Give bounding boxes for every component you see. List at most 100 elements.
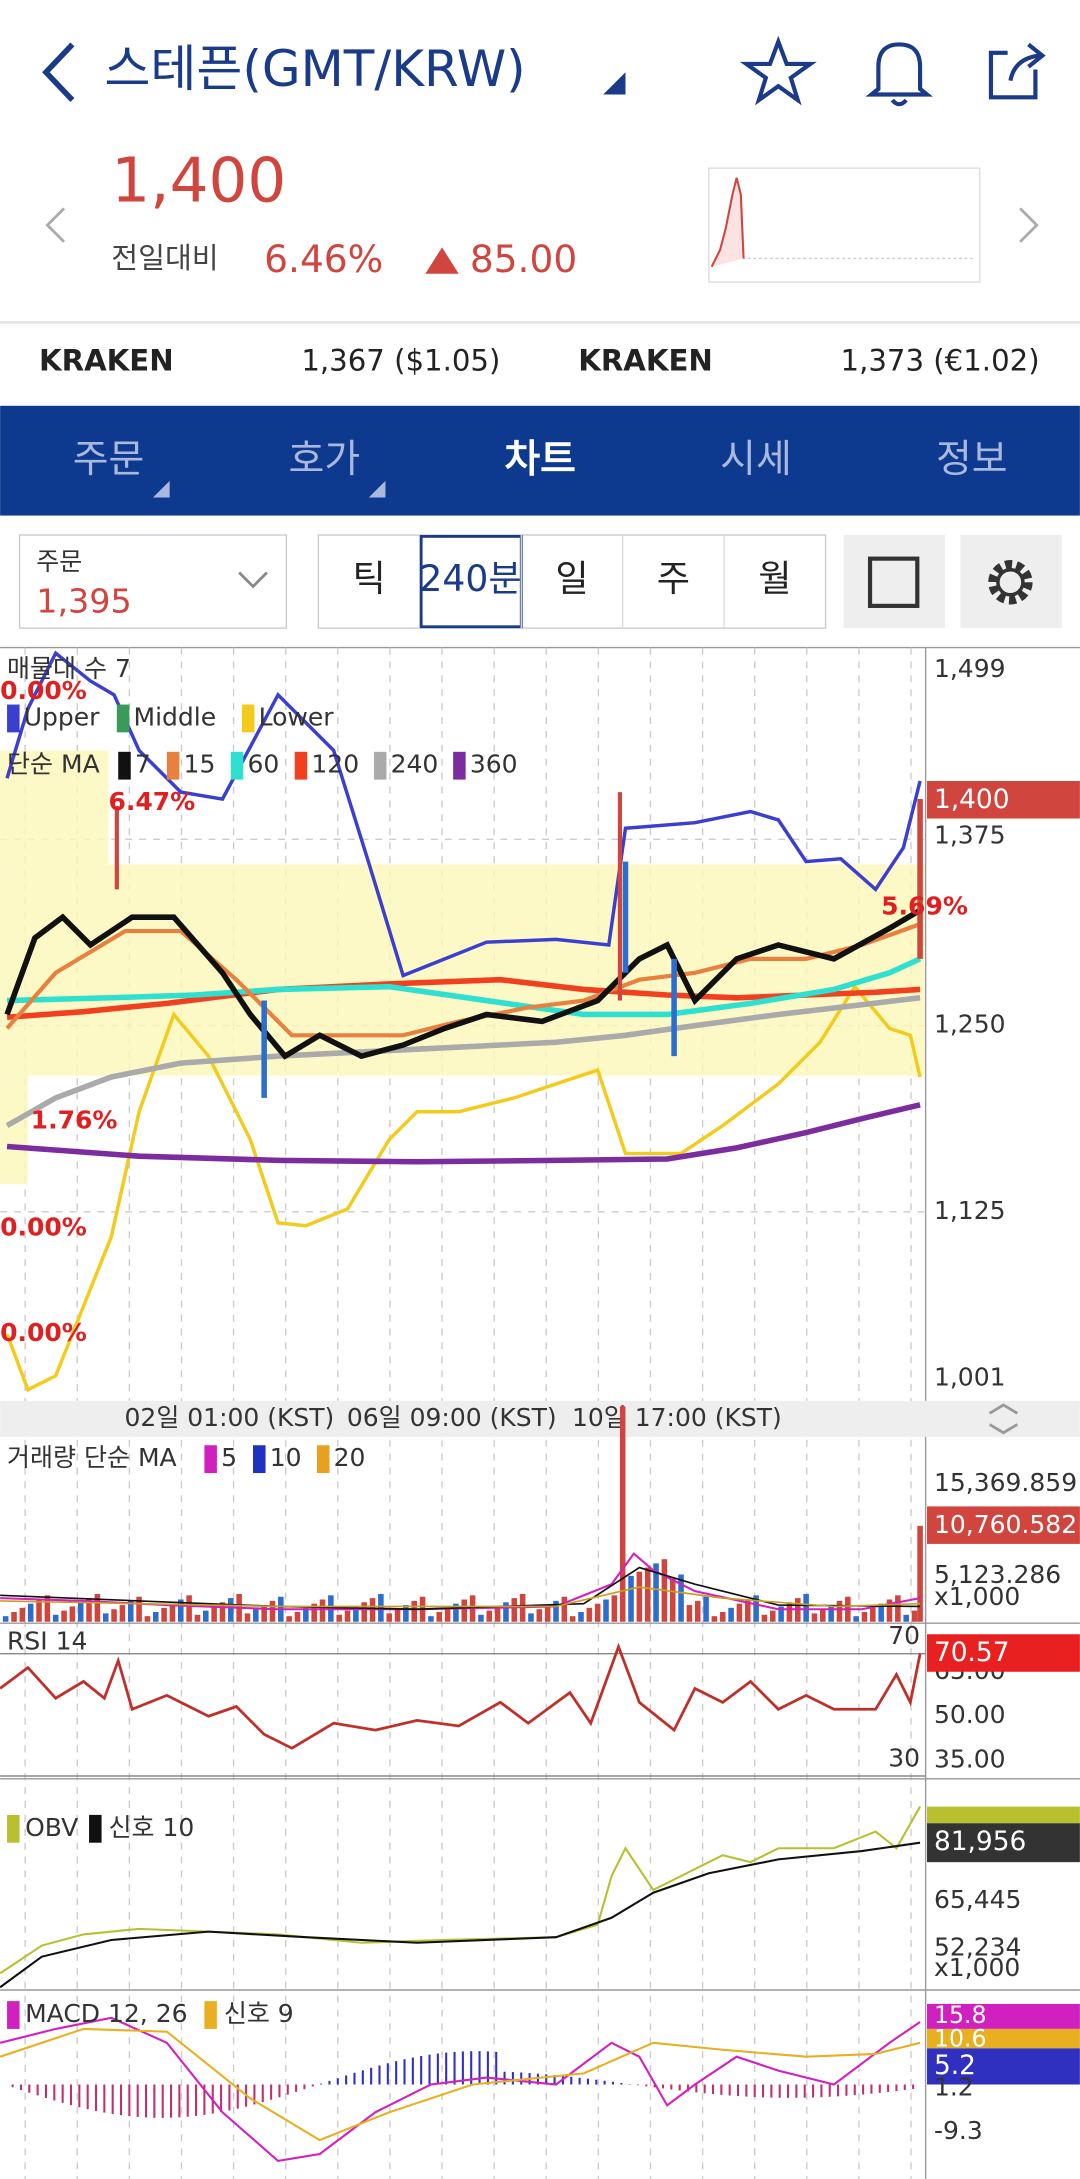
- volume-bar: [461, 1599, 468, 1622]
- volume-ma20: [0, 1586, 921, 1608]
- current-price-label: 1,400: [934, 784, 1010, 815]
- title-dropdown[interactable]: [603, 72, 626, 95]
- volume-bar: [2, 1616, 9, 1622]
- interval-button[interactable]: 주: [657, 557, 690, 600]
- volume-bar: [636, 1571, 643, 1622]
- volume-bar: [544, 1605, 551, 1622]
- rsi-line: [0, 1642, 922, 1750]
- current-price: 1,400: [111, 145, 286, 216]
- title: 스테픈(GMT/KRW): [104, 40, 525, 98]
- volume-bar: [744, 1599, 751, 1622]
- interval-button[interactable]: 240분: [419, 557, 521, 600]
- y-tick-label: 15,369.859: [934, 1468, 1077, 1497]
- next-button[interactable]: [1019, 207, 1039, 243]
- volume-bar: [344, 1610, 351, 1622]
- legend-swatch: [7, 704, 20, 733]
- change-abs: 85.00: [470, 237, 577, 281]
- legend-item: 5: [221, 1443, 237, 1472]
- volume-bar: [678, 1574, 684, 1622]
- volume-bar: [586, 1607, 593, 1622]
- gear-teeth: [988, 560, 1033, 605]
- volume-bar: [177, 1599, 184, 1622]
- tab-dropdown: [368, 480, 386, 498]
- tab[interactable]: 호가: [289, 437, 361, 482]
- y-tick-label: 1,001: [934, 1363, 1006, 1392]
- volume-bar: [870, 1607, 876, 1622]
- legend-item: Lower: [259, 702, 335, 731]
- order-box[interactable]: [18, 534, 288, 629]
- tab[interactable]: 정보: [936, 437, 1008, 482]
- volume-bar: [444, 1607, 451, 1622]
- volume-bar: [594, 1603, 601, 1622]
- volume-bar: [319, 1599, 326, 1622]
- alert-button[interactable]: [865, 42, 933, 107]
- interval-button[interactable]: 월: [758, 557, 791, 600]
- legend-swatch: [204, 1445, 217, 1474]
- volume-bar: [569, 1616, 576, 1622]
- legend-swatch: [453, 751, 466, 780]
- volume-bar: [36, 1599, 42, 1622]
- volume-bar: [69, 1606, 76, 1622]
- volume-bar: [203, 1610, 209, 1622]
- price-annotation: 0.00%: [0, 676, 87, 705]
- volume-bar: [511, 1598, 518, 1622]
- obv-signal-label: 신호 10: [109, 1813, 195, 1842]
- layout-button[interactable]: [843, 535, 946, 629]
- order-label: 주문: [36, 547, 82, 576]
- volume-bar: [127, 1600, 134, 1622]
- favorite-button[interactable]: [739, 35, 817, 106]
- volume-bar: [286, 1616, 292, 1622]
- rsi-upper: 70: [888, 1621, 920, 1650]
- volume-bar: [669, 1578, 676, 1622]
- resize-handle[interactable]: [988, 1403, 1019, 1435]
- volume-bar: [436, 1612, 443, 1622]
- volume-bar: [228, 1598, 234, 1622]
- volume-bar: [769, 1610, 776, 1622]
- volume-bar: [428, 1616, 434, 1622]
- share-button[interactable]: [988, 42, 1046, 100]
- interval-button[interactable]: 일: [555, 557, 588, 600]
- volume-bar: [111, 1609, 117, 1622]
- volume-bar: [211, 1606, 217, 1622]
- back-button[interactable]: [42, 42, 75, 102]
- gear-icon: [996, 568, 1025, 597]
- price-annotation: 5.69%: [881, 891, 968, 920]
- price-annotation: 1.76%: [31, 1105, 118, 1134]
- volume-bar: [11, 1612, 17, 1622]
- macd-signal-label: 신호 9: [224, 1999, 294, 2028]
- volume-bar: [244, 1613, 251, 1622]
- volume-bar: [917, 1525, 923, 1622]
- volume-bar: [19, 1607, 26, 1622]
- order-dropdown[interactable]: [238, 571, 268, 589]
- obv-line: [0, 1806, 921, 1975]
- volume-bar: [161, 1607, 167, 1622]
- tab[interactable]: 차트: [504, 437, 576, 482]
- unit-label: x1,000: [934, 1582, 1020, 1611]
- volume-bar: [694, 1600, 701, 1622]
- volume-bar: [628, 1575, 634, 1622]
- volume-bar: [119, 1605, 126, 1622]
- legend-item: 20: [334, 1443, 366, 1472]
- interval-button[interactable]: 틱: [352, 557, 385, 600]
- volume-bar: [553, 1600, 559, 1622]
- ma-label: 단순 MA: [7, 750, 100, 779]
- volume-profile-bar: [0, 750, 109, 865]
- volume-bar: [761, 1614, 768, 1622]
- volume-profile-label: 매물대 수 7: [7, 654, 131, 683]
- volume-bar: [703, 1596, 709, 1622]
- bollinger-lower: [5, 983, 922, 1393]
- legend-swatch: [7, 2001, 20, 2029]
- tab[interactable]: 시세: [720, 437, 792, 482]
- legend-item: 7: [135, 750, 151, 779]
- volume-bar: [611, 1595, 618, 1622]
- legend-swatch: [316, 1445, 330, 1474]
- volume-bar: [786, 1602, 793, 1622]
- tab[interactable]: 주문: [73, 437, 145, 482]
- volume-bar: [828, 1605, 834, 1622]
- y-tick-label: 1,499: [934, 654, 1006, 683]
- prev-button[interactable]: [45, 207, 66, 243]
- obv-label: OBV: [25, 1813, 78, 1842]
- volume-bar: [94, 1593, 101, 1622]
- legend-item: 120: [311, 750, 359, 779]
